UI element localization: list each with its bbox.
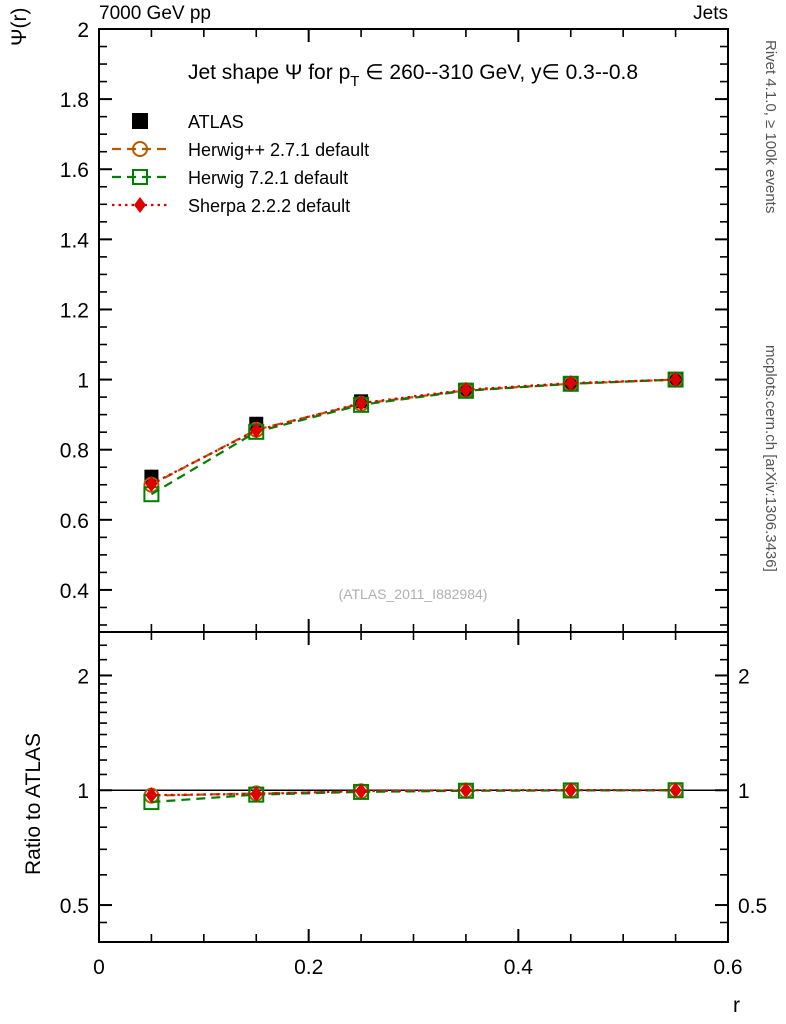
ratio-y-tick-label: 2 xyxy=(77,665,89,688)
legend-label: Herwig 7.2.1 default xyxy=(188,168,348,188)
x-tick-label: 0.2 xyxy=(294,956,323,979)
x-tick-label: 0.4 xyxy=(504,956,534,979)
x-tick-label: 0 xyxy=(93,956,105,979)
legend-label: ATLAS xyxy=(188,112,244,132)
marker-filled-diamond xyxy=(564,782,577,799)
ratio-panel-frame xyxy=(98,631,729,943)
main-y-ticks: 0.4 0.6 0.8 1 1.2 1.4 1.6 1.8 2 xyxy=(60,19,728,626)
marker-filled-diamond xyxy=(459,782,472,799)
ratio-series-herwigpp xyxy=(143,782,684,804)
legend-item-atlas: ATLAS xyxy=(132,112,244,132)
main-y-tick-label: 0.4 xyxy=(60,580,90,603)
x-tick-label: 0.6 xyxy=(713,956,742,979)
series-atlas xyxy=(144,372,683,484)
x-axis-title: r xyxy=(733,994,740,1017)
marker-open-circle xyxy=(132,141,148,157)
x-tick-labels: 0 0.2 0.4 0.6 xyxy=(93,956,742,979)
legend: ATLAS Herwig++ 2.7.1 default Herwig 7.2.1 … xyxy=(112,112,369,216)
analysis-id-watermark: (ATLAS_2011_I882984) xyxy=(339,586,488,602)
main-series-group xyxy=(143,371,684,503)
ratio-y-axis-title: Ratio to ATLAS xyxy=(22,733,45,875)
main-y-axis-title: Ψ(r) xyxy=(8,7,31,46)
main-x-ticks xyxy=(98,29,729,632)
main-y-tick-label: 1.4 xyxy=(60,229,90,252)
legend-item-sherpa: Sherpa 2.2.2 default xyxy=(112,196,350,216)
legend-item-herwigpp: Herwig++ 2.7.1 default xyxy=(112,140,369,160)
ratio-line xyxy=(151,789,676,804)
series-herwig7 xyxy=(143,371,684,503)
marker-filled-diamond xyxy=(355,783,368,800)
main-y-tick-label: 0.8 xyxy=(60,440,89,463)
rivet-version-label: Rivet 4.1.0, ≥ 100k events xyxy=(762,40,779,213)
main-y-tick-label: 1.2 xyxy=(60,299,89,322)
series-herwigpp xyxy=(143,371,684,493)
marker-filled-diamond xyxy=(669,782,682,799)
ratio-y-ticks: 0.5 0.5 1 1 2 2 xyxy=(60,631,767,943)
marker-filled-diamond xyxy=(250,785,263,802)
marker-open-square xyxy=(132,169,148,185)
series-sherpa xyxy=(145,371,682,493)
ratio-y-tick-label-right: 0.5 xyxy=(738,895,767,918)
legend-label: Sherpa 2.2.2 default xyxy=(188,196,350,216)
ratio-y-tick-label: 1 xyxy=(77,780,89,803)
mcplots-reference-label: mcplots.cern.ch [arXiv:1306.3436] xyxy=(762,345,779,572)
marker-filled-diamond xyxy=(250,422,263,439)
marker-filled-square xyxy=(132,113,148,129)
ratio-y-tick-label: 0.5 xyxy=(60,895,89,918)
marker-filled-diamond xyxy=(145,476,158,493)
main-y-tick-label: 1.8 xyxy=(60,89,89,112)
header-beam-label: 7000 GeV pp xyxy=(99,3,211,24)
ratio-x-ticks xyxy=(98,632,729,942)
ratio-series-herwig7 xyxy=(143,782,684,811)
series-line xyxy=(150,378,676,486)
series-line xyxy=(150,378,676,496)
main-y-tick-label: 1.6 xyxy=(60,159,89,182)
marker-filled-diamond xyxy=(134,197,146,213)
legend-item-herwig7: Herwig 7.2.1 default xyxy=(112,168,348,188)
ratio-line xyxy=(151,788,676,797)
main-y-tick-label: 0.6 xyxy=(60,510,89,533)
plot-title: Jet shape Ψ for pT ∈ 260--310 GeV, y∈ 0.… xyxy=(188,61,638,90)
main-y-tick-label: 2 xyxy=(77,19,89,42)
marker-filled-diamond xyxy=(355,395,368,412)
main-y-tick-label: 1 xyxy=(77,370,89,393)
marker-filled-diamond xyxy=(669,371,682,388)
legend-label: Herwig++ 2.7.1 default xyxy=(188,140,369,160)
marker-filled-diamond xyxy=(145,787,158,804)
ratio-series-sherpa xyxy=(145,782,682,804)
marker-filled-diamond xyxy=(459,381,472,398)
ratio-y-tick-label-right: 1 xyxy=(738,780,750,803)
ratio-y-tick-label-right: 2 xyxy=(738,665,750,688)
ratio-series-group xyxy=(99,782,728,811)
series-line xyxy=(150,378,676,486)
header-category-label: Jets xyxy=(693,3,728,24)
marker-filled-diamond xyxy=(564,375,577,392)
